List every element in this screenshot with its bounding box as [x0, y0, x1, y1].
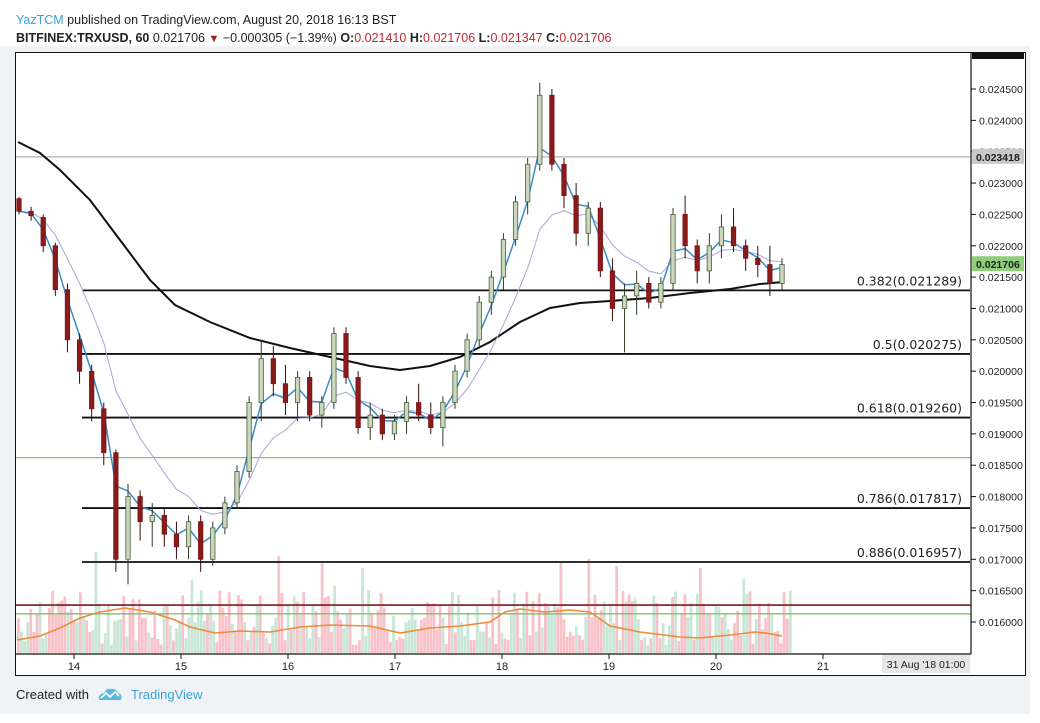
- price-axis-top-marker: [972, 53, 1024, 59]
- tradingview-logo-icon: [98, 688, 122, 700]
- time-tick-label: 15: [175, 661, 187, 673]
- price-tick-label: 0.018500: [979, 460, 1023, 472]
- price-tick-label: 0.020500: [979, 335, 1023, 347]
- ma-slow-line: [18, 210, 783, 515]
- high-value: 0.021706: [423, 31, 476, 45]
- time-tick-label: 16: [282, 661, 294, 673]
- time-axis[interactable]: 14 15 16 17 18 19 20 21: [68, 654, 829, 673]
- chart-header: YazTCM published on TradingView.com, Aug…: [16, 11, 611, 48]
- high-label: H:: [409, 31, 424, 45]
- author-link[interactable]: YazTCM: [16, 13, 64, 27]
- chart-area[interactable]: [15, 52, 1026, 676]
- low-value: 0.021347: [490, 31, 543, 45]
- price-label-text: 0.023418: [976, 152, 1020, 164]
- time-tick-label: 14: [68, 661, 80, 673]
- price-tick-label: 0.022000: [979, 241, 1023, 253]
- price-tick-label: 0.016000: [979, 617, 1023, 629]
- down-arrow-icon: ▼: [208, 33, 220, 45]
- price-label-box: [972, 148, 1024, 164]
- price-tick-label: 0.022500: [979, 209, 1023, 221]
- ma-long-line: [17, 141, 784, 372]
- svg-text:31 Aug '18 01:00: 31 Aug '18 01:00: [887, 659, 966, 671]
- last-price: 0.021706: [152, 31, 205, 45]
- publish-line: YazTCM published on TradingView.com, Aug…: [16, 11, 611, 29]
- time-tick-label: 20: [710, 661, 722, 673]
- fib-level-label: 0.886(0.016957): [857, 545, 962, 560]
- volume-ma-line: [16, 607, 783, 641]
- fib-level-label: 0.382(0.021289): [857, 273, 962, 288]
- ma-fast-line: [18, 146, 783, 545]
- price-tick-label: 0.017500: [979, 523, 1023, 535]
- price-labels: 0.023418 0.021706: [972, 148, 1024, 272]
- fib-level-label: 0.618(0.019260): [857, 401, 962, 416]
- time-tick-label: 21: [817, 661, 829, 673]
- published-text: published on TradingView.com, August 20,…: [67, 13, 397, 27]
- footer: Created with TradingView: [16, 686, 203, 702]
- price-tick-label: 0.023000: [979, 178, 1023, 190]
- horizontal-lines[interactable]: [16, 156, 971, 615]
- time-tick-label: 17: [389, 661, 401, 673]
- price-tick-label: 0.018000: [979, 492, 1023, 504]
- close-label: C:: [546, 31, 560, 45]
- price-axis[interactable]: 0.0245000.0240000.0235000.0230000.022500…: [971, 84, 1023, 629]
- price-tick-label: 0.024000: [979, 115, 1023, 127]
- price-tick-label: 0.016500: [979, 586, 1023, 598]
- price-tick-label: 0.017000: [979, 554, 1023, 566]
- volume-bars: [17, 551, 792, 653]
- fib-level-label: 0.786(0.017817): [857, 491, 962, 506]
- crosshair-date-label: 31 Aug '18 01:00: [882, 655, 970, 673]
- open-label: O:: [340, 31, 355, 45]
- fib-level-label: 0.5(0.020275): [873, 337, 962, 352]
- symbol-name: BITFINEX:TRXUSD, 60: [16, 31, 150, 45]
- open-value: 0.021410: [354, 31, 407, 45]
- price-tick-label: 0.020000: [979, 366, 1023, 378]
- candlesticks: [16, 82, 785, 585]
- fibonacci-levels[interactable]: 0.382(0.021289) 0.5(0.020275) 0.618(0.0192…: [82, 273, 970, 563]
- price-label-box: [972, 256, 1024, 272]
- tradingview-link[interactable]: TradingView: [130, 686, 203, 702]
- symbol-line: BITFINEX:TRXUSD, 60 0.021706 ▼ −0.000305…: [16, 29, 611, 48]
- time-tick-label: 19: [603, 661, 615, 673]
- price-label-text: 0.021706: [976, 259, 1020, 271]
- price-change: −0.000305 (−1.39%): [222, 31, 337, 45]
- price-tick-label: 0.019500: [979, 398, 1023, 410]
- low-label: L:: [478, 31, 491, 45]
- price-tick-label: 0.021500: [979, 272, 1023, 284]
- price-tick-label: 0.019000: [979, 429, 1023, 441]
- price-tick-label: 0.021000: [979, 303, 1023, 315]
- time-tick-label: 18: [496, 661, 508, 673]
- price-tick-label: 0.024500: [979, 84, 1023, 96]
- created-with-text: Created with: [16, 686, 89, 702]
- close-value: 0.021706: [559, 31, 612, 45]
